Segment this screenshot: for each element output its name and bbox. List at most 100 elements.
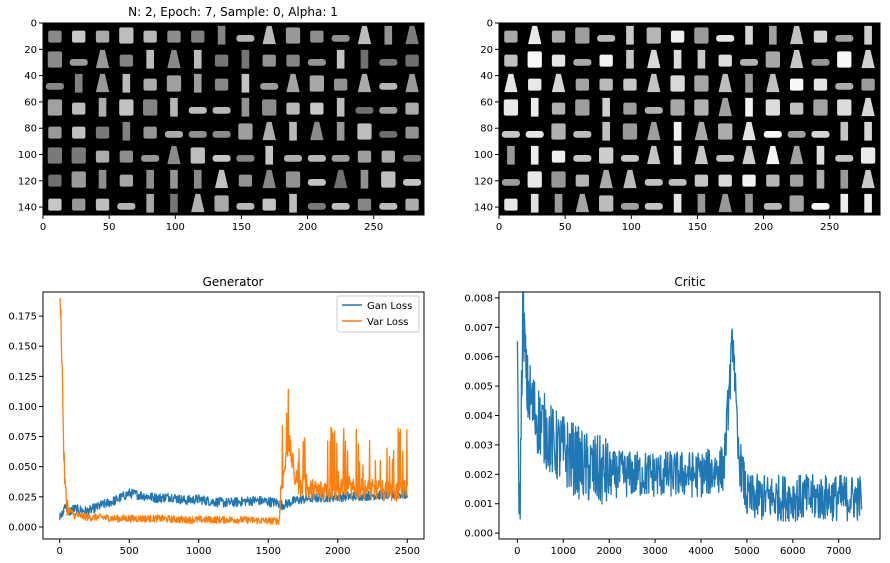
image-tile xyxy=(647,73,661,93)
generator-ticks: 0 500 1000 1500 2000 2500 0.000 0.025 0.050 0.075… xyxy=(8,312,420,557)
x-tick-label: 4000 xyxy=(688,546,713,557)
real-samples-panel: 0 50 100 150 200 250 0 20 40 60 80 100 120 140 xyxy=(474,19,881,233)
x-tick-label: 0 xyxy=(514,546,520,557)
image-tile xyxy=(742,145,756,165)
x-tick-label: 0 xyxy=(56,546,62,557)
image-tile xyxy=(694,99,709,116)
image-tile xyxy=(622,123,638,140)
y-tick-label: 0.150 xyxy=(8,342,37,353)
image-tile xyxy=(403,179,422,186)
image-tile xyxy=(626,25,634,45)
x-tick-label: 200 xyxy=(298,222,317,233)
series-line-var-loss xyxy=(59,298,408,526)
image-tile xyxy=(765,51,780,68)
image-tile xyxy=(286,102,300,115)
image-tile xyxy=(289,193,297,213)
image-tile xyxy=(573,155,592,162)
legend-label-var-loss: Var Loss xyxy=(367,317,408,328)
image-tile xyxy=(262,99,277,116)
image-tile xyxy=(143,126,157,139)
image-tile xyxy=(620,203,640,210)
image-tile xyxy=(307,203,326,210)
image-tile xyxy=(191,30,205,43)
image-tile xyxy=(167,145,181,165)
image-tile xyxy=(840,169,849,189)
y-tick-label: 0.006 xyxy=(464,352,493,363)
image-tile xyxy=(647,49,661,69)
image-tile xyxy=(164,131,184,138)
image-tile xyxy=(309,75,324,92)
image-tile xyxy=(214,195,229,212)
image-tile xyxy=(646,27,661,44)
generated-image-frame xyxy=(42,22,425,216)
image-tile xyxy=(262,25,276,45)
image-tile xyxy=(673,49,682,69)
image-tile xyxy=(47,147,63,164)
image-tile xyxy=(816,145,825,165)
image-tile xyxy=(766,73,780,93)
image-tile xyxy=(119,174,134,187)
y-tick-label: 0.002 xyxy=(464,470,493,481)
image-tile xyxy=(379,131,398,138)
image-tile xyxy=(190,147,205,164)
image-tile xyxy=(74,73,83,93)
image-tile xyxy=(623,78,637,91)
y-tick-label: 0.125 xyxy=(8,372,37,383)
image-tile xyxy=(813,99,828,116)
image-tile xyxy=(528,78,542,91)
image-tile xyxy=(357,123,372,140)
y-tick-label: 20 xyxy=(24,45,37,56)
image-tile xyxy=(405,126,419,139)
real-image-frame xyxy=(498,22,881,216)
image-tile xyxy=(745,73,753,93)
image-tile xyxy=(331,155,350,162)
image-tile xyxy=(861,49,875,69)
image-tile xyxy=(238,123,253,140)
y-tick-label: 120 xyxy=(18,176,37,187)
x-tick-label: 6000 xyxy=(780,546,805,557)
generated-samples-panel: N: 2, Epoch: 7, Sample: 0, Alpha: 1 0 50 1… xyxy=(18,5,425,233)
image-tile xyxy=(575,99,590,116)
image-tile xyxy=(262,54,276,67)
image-tile xyxy=(357,25,372,45)
image-tile xyxy=(265,145,274,165)
x-tick-label: 250 xyxy=(820,222,839,233)
image-tile xyxy=(143,30,157,43)
image-tile xyxy=(307,155,326,162)
image-tile xyxy=(507,145,515,165)
image-tile xyxy=(188,107,207,114)
image-tile xyxy=(789,174,804,187)
image-tile xyxy=(188,131,207,138)
image-tile xyxy=(336,49,345,69)
image-tile xyxy=(551,54,566,67)
x-tick-label: 2500 xyxy=(395,546,420,557)
image-tile xyxy=(95,150,110,163)
x-tick-label: 7000 xyxy=(826,546,851,557)
y-tick-label: 0.003 xyxy=(464,440,493,451)
x-tick-label: 150 xyxy=(232,222,251,233)
image-tile xyxy=(504,54,518,67)
image-tile xyxy=(331,35,350,42)
image-tile xyxy=(72,126,86,139)
generator-chart: Generator 0 500 1000 1500 2000 2500 0.000 0.025… xyxy=(8,275,425,557)
image-tile xyxy=(143,78,157,91)
image-tile xyxy=(694,75,709,92)
image-tile xyxy=(333,169,348,189)
y-tick-label: 140 xyxy=(474,203,493,214)
x-tick-label: 1000 xyxy=(186,546,211,557)
image-tile xyxy=(310,102,324,115)
image-tile xyxy=(212,155,231,162)
image-tile xyxy=(122,73,131,93)
image-tile xyxy=(214,78,229,91)
generator-legend: Gan Loss Var Loss xyxy=(336,295,420,333)
legend-label-gan-loss: Gan Loss xyxy=(367,301,412,312)
image-tile xyxy=(718,97,732,117)
image-tile xyxy=(357,198,372,211)
image-tile xyxy=(119,99,134,116)
x-tick-label: 50 xyxy=(559,222,572,233)
image-tile xyxy=(217,25,226,45)
image-tile xyxy=(718,174,732,187)
image-tile xyxy=(551,171,566,188)
image-tile xyxy=(141,155,160,162)
image-tile xyxy=(48,198,62,211)
